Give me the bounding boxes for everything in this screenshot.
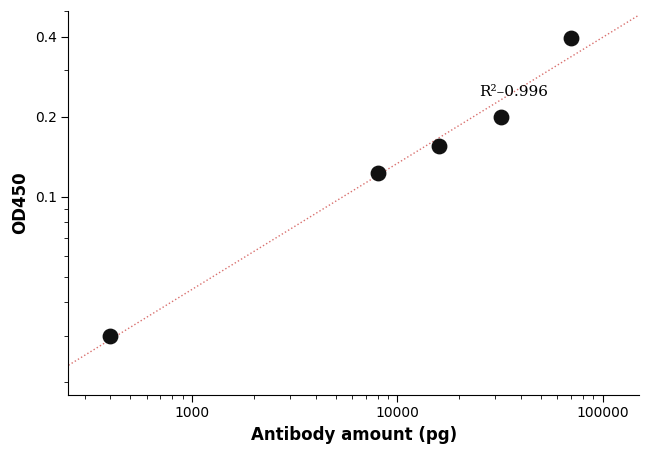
Point (434, 142, 445, 150)
Point (372, 169, 383, 177)
Point (566, 34, 576, 41)
Point (496, 113, 506, 121)
Y-axis label: OD450: OD450 (11, 172, 29, 234)
X-axis label: Antibody amount (pg): Antibody amount (pg) (251, 426, 457, 444)
Text: R²–0.996: R²–0.996 (479, 85, 548, 99)
Point (105, 332, 116, 339)
